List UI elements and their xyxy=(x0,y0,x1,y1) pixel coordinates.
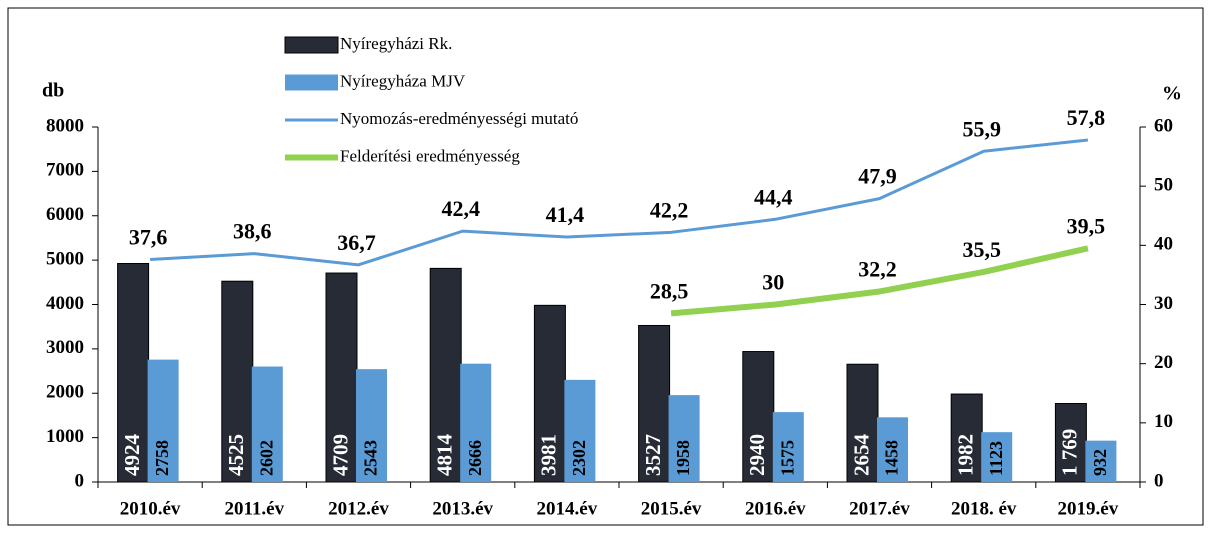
x-tick-label: 2018. év xyxy=(951,498,1017,519)
line-value-label: 44,4 xyxy=(754,184,793,209)
bar xyxy=(564,379,596,482)
y-tick-label: 7000 xyxy=(46,160,84,181)
y-tick-label: 4000 xyxy=(46,293,84,314)
line-value-label: 55,9 xyxy=(962,116,1001,141)
y-tick-label: 1000 xyxy=(46,426,84,447)
bar xyxy=(668,395,700,482)
line-value-label: 28,5 xyxy=(650,278,689,303)
bar xyxy=(251,366,283,482)
bar-value-label: 4709 xyxy=(328,434,352,476)
line-value-label: 41,4 xyxy=(546,202,585,227)
bar-value-label: 2302 xyxy=(569,440,589,476)
line-value-label: 42,4 xyxy=(441,196,480,221)
bar-value-label: 2666 xyxy=(465,440,485,476)
x-tick-label: 2012.év xyxy=(328,498,389,519)
bar-value-label: 1123 xyxy=(986,441,1006,476)
line-value-label: 38,6 xyxy=(233,219,272,244)
bar-value-label: 2940 xyxy=(745,434,769,476)
y2-tick-label: 50 xyxy=(1154,175,1173,196)
x-tick-label: 2015.év xyxy=(641,498,702,519)
line-value-label: 30 xyxy=(762,270,784,295)
line-value-label: 47,9 xyxy=(858,164,897,189)
legend-label: Nyíregyházi Rk. xyxy=(340,34,452,53)
line xyxy=(150,138,1089,267)
line xyxy=(670,245,1089,317)
bar xyxy=(846,363,879,483)
bar-value-label: 1575 xyxy=(777,440,797,476)
bar xyxy=(981,432,1013,482)
bar-value-label: 3527 xyxy=(641,434,665,476)
legend-label: Felderítési eredményesség xyxy=(340,146,520,165)
x-tick-label: 2014.év xyxy=(537,498,598,519)
bar-value-label: 1458 xyxy=(882,440,902,476)
bar xyxy=(638,324,671,483)
y-tick-label: 2000 xyxy=(46,382,84,403)
x-tick-label: 2010.év xyxy=(120,498,181,519)
line-value-label: 36,7 xyxy=(337,230,376,255)
legend-label: Nyíregyháza MJV xyxy=(340,71,466,90)
line-value-label: 37,6 xyxy=(129,225,168,250)
legend-label: Nyomozás-eredményességi mutató xyxy=(340,109,578,128)
bar-value-label: 2543 xyxy=(361,440,381,476)
bar-value-label: 1958 xyxy=(673,440,693,476)
bar xyxy=(325,272,358,483)
bar xyxy=(147,359,179,482)
y2-tick-label: 10 xyxy=(1154,411,1173,432)
bar-value-label: 2654 xyxy=(849,434,873,477)
bar-value-label: 2602 xyxy=(256,440,276,476)
line-value-label: 57,8 xyxy=(1067,105,1106,130)
x-tick-label: 2017.év xyxy=(849,498,910,519)
legend-swatch xyxy=(284,36,339,54)
x-tick-label: 2019.év xyxy=(1058,498,1119,519)
bar-value-label: 932 xyxy=(1090,449,1110,476)
y-tick-label: 6000 xyxy=(46,204,84,225)
bar-value-label: 1 769 xyxy=(1058,429,1082,476)
bar xyxy=(460,363,492,482)
y2-axis-title: % xyxy=(1162,83,1182,105)
bar xyxy=(742,351,775,483)
line-value-label: 39,5 xyxy=(1067,213,1106,238)
y-tick-label: 5000 xyxy=(46,248,84,269)
y2-tick-label: 0 xyxy=(1154,470,1164,491)
y-axis-title: db xyxy=(42,80,64,102)
bar-value-label: 4814 xyxy=(433,434,457,477)
bar-value-label: 4924 xyxy=(120,434,144,477)
line-value-label: 42,2 xyxy=(650,197,689,222)
y2-tick-label: 30 xyxy=(1154,293,1173,314)
bar xyxy=(533,304,566,483)
x-tick-label: 2016.év xyxy=(745,498,806,519)
bar-value-label: 2758 xyxy=(152,440,172,476)
bar-value-label: 4525 xyxy=(224,434,248,476)
bar xyxy=(429,267,462,483)
y-tick-label: 8000 xyxy=(46,115,84,136)
y-tick-label: 0 xyxy=(75,470,85,491)
y2-tick-label: 20 xyxy=(1154,352,1173,373)
x-tick-label: 2013.év xyxy=(432,498,493,519)
bar xyxy=(1085,440,1117,482)
bar-value-label: 1982 xyxy=(954,434,978,476)
chart-frame xyxy=(7,7,1204,526)
bar xyxy=(772,412,804,482)
x-tick-label: 2011.év xyxy=(224,498,284,519)
y-tick-label: 3000 xyxy=(46,337,84,358)
y2-tick-label: 60 xyxy=(1154,115,1173,136)
y2-tick-label: 40 xyxy=(1154,234,1173,255)
line-value-label: 32,2 xyxy=(858,257,897,282)
legend-swatch xyxy=(285,74,338,91)
line-value-label: 35,5 xyxy=(962,237,1001,262)
bar xyxy=(356,369,387,482)
bar xyxy=(877,417,908,482)
bar-value-label: 3981 xyxy=(537,434,561,476)
